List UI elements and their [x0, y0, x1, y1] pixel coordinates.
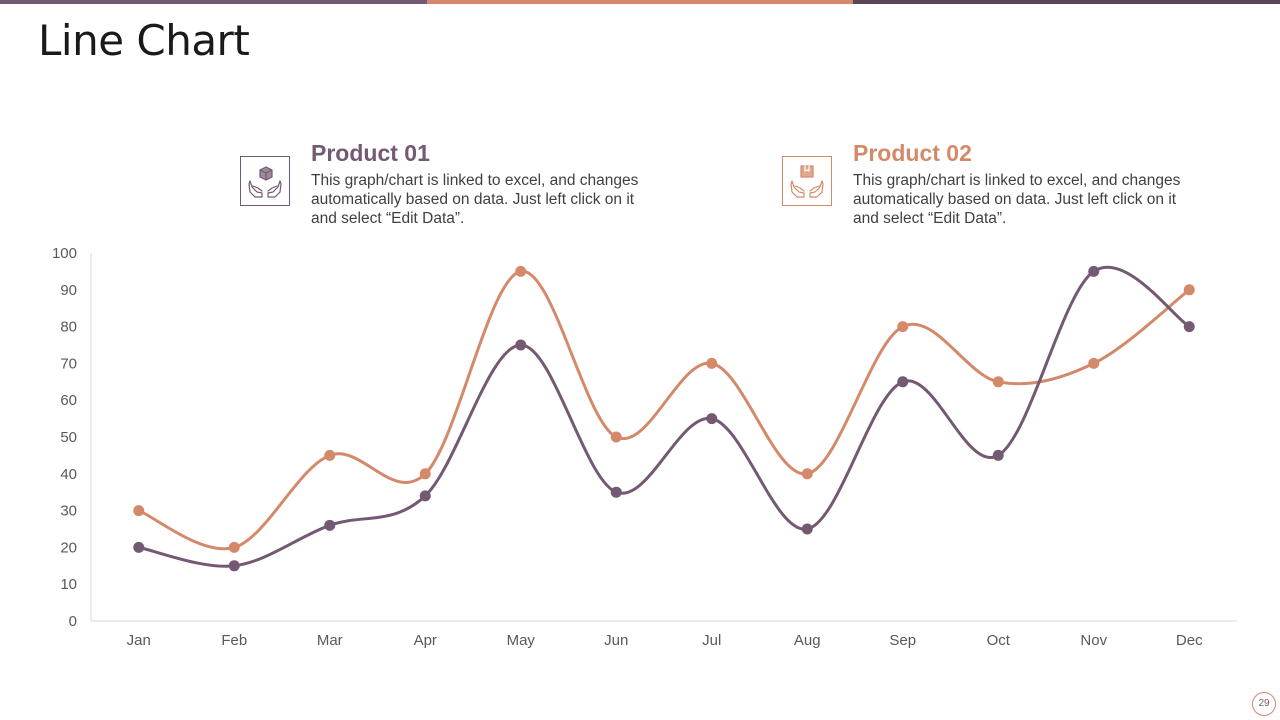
y-tick-label: 80	[60, 319, 77, 336]
series-line-2	[137, 269, 1191, 551]
series-2-point	[610, 431, 622, 443]
x-tick-label: Feb	[221, 632, 247, 649]
page-number: 29	[1252, 692, 1276, 716]
x-tick-label: Jun	[604, 632, 628, 649]
y-tick-label: 0	[69, 613, 77, 630]
y-tick-label: 90	[60, 282, 77, 299]
legend-title: Product 01	[311, 140, 430, 166]
x-tick-label: May	[507, 632, 536, 649]
series-1-point	[1183, 321, 1195, 333]
top-accent-segment-3	[853, 0, 1280, 4]
series-2-point	[324, 449, 336, 461]
y-tick-label: 20	[60, 539, 77, 556]
series-1-point	[1088, 265, 1100, 277]
y-tick-label: 30	[60, 503, 77, 520]
legend-product-02: Product 02 This graph/chart is linked to…	[782, 138, 1222, 233]
series-1-point	[133, 541, 145, 553]
top-accent-segment-1	[0, 0, 427, 4]
series-1-point	[324, 519, 336, 531]
x-tick-label: Aug	[794, 632, 821, 649]
series-2-point	[133, 505, 145, 517]
series-1-point	[515, 339, 527, 351]
hands-holding-package-icon	[782, 156, 832, 206]
x-tick-label: Jul	[702, 632, 721, 649]
series-2-point	[515, 265, 527, 277]
legend-description: This graph/chart is linked to excel, and…	[853, 172, 1181, 227]
hands-holding-box-icon	[240, 156, 290, 206]
x-tick-label: Apr	[414, 632, 437, 649]
y-tick-label: 50	[60, 429, 77, 446]
series-2-point	[419, 468, 431, 480]
legend-title: Product 02	[853, 140, 972, 166]
series-line-1	[137, 265, 1191, 568]
series-2-point	[706, 357, 718, 369]
series-1-point	[897, 376, 909, 388]
series-1-point	[992, 449, 1004, 461]
y-tick-label: 70	[60, 355, 77, 372]
series-2-point	[1183, 284, 1195, 296]
series-1-point	[228, 560, 240, 572]
series-1-point	[706, 413, 718, 425]
x-tick-label: Mar	[317, 632, 343, 649]
y-tick-label: 40	[60, 466, 77, 483]
x-tick-label: Oct	[987, 632, 1011, 649]
legend-product-01: Product 01 This graph/chart is linked to…	[240, 138, 680, 233]
series-2-point	[897, 321, 909, 333]
slide-title: Line Chart	[38, 16, 250, 65]
y-tick-label: 10	[60, 576, 77, 593]
x-tick-label: Sep	[889, 632, 916, 649]
y-tick-label: 100	[52, 245, 77, 262]
top-accent-bar	[0, 0, 1280, 4]
series-2-point	[228, 541, 240, 553]
x-tick-label: Jan	[127, 632, 151, 649]
series-2-point	[1088, 357, 1100, 369]
top-accent-segment-2	[427, 0, 853, 4]
series-1-point	[801, 523, 813, 535]
series-2-point	[992, 376, 1004, 388]
series-2-point	[801, 468, 813, 480]
y-tick-label: 60	[60, 392, 77, 409]
series-1-point	[610, 486, 622, 498]
x-tick-label: Nov	[1080, 632, 1107, 649]
x-tick-label: Dec	[1176, 632, 1203, 649]
legend-description: This graph/chart is linked to excel, and…	[311, 172, 639, 227]
series-1-point	[419, 490, 431, 502]
